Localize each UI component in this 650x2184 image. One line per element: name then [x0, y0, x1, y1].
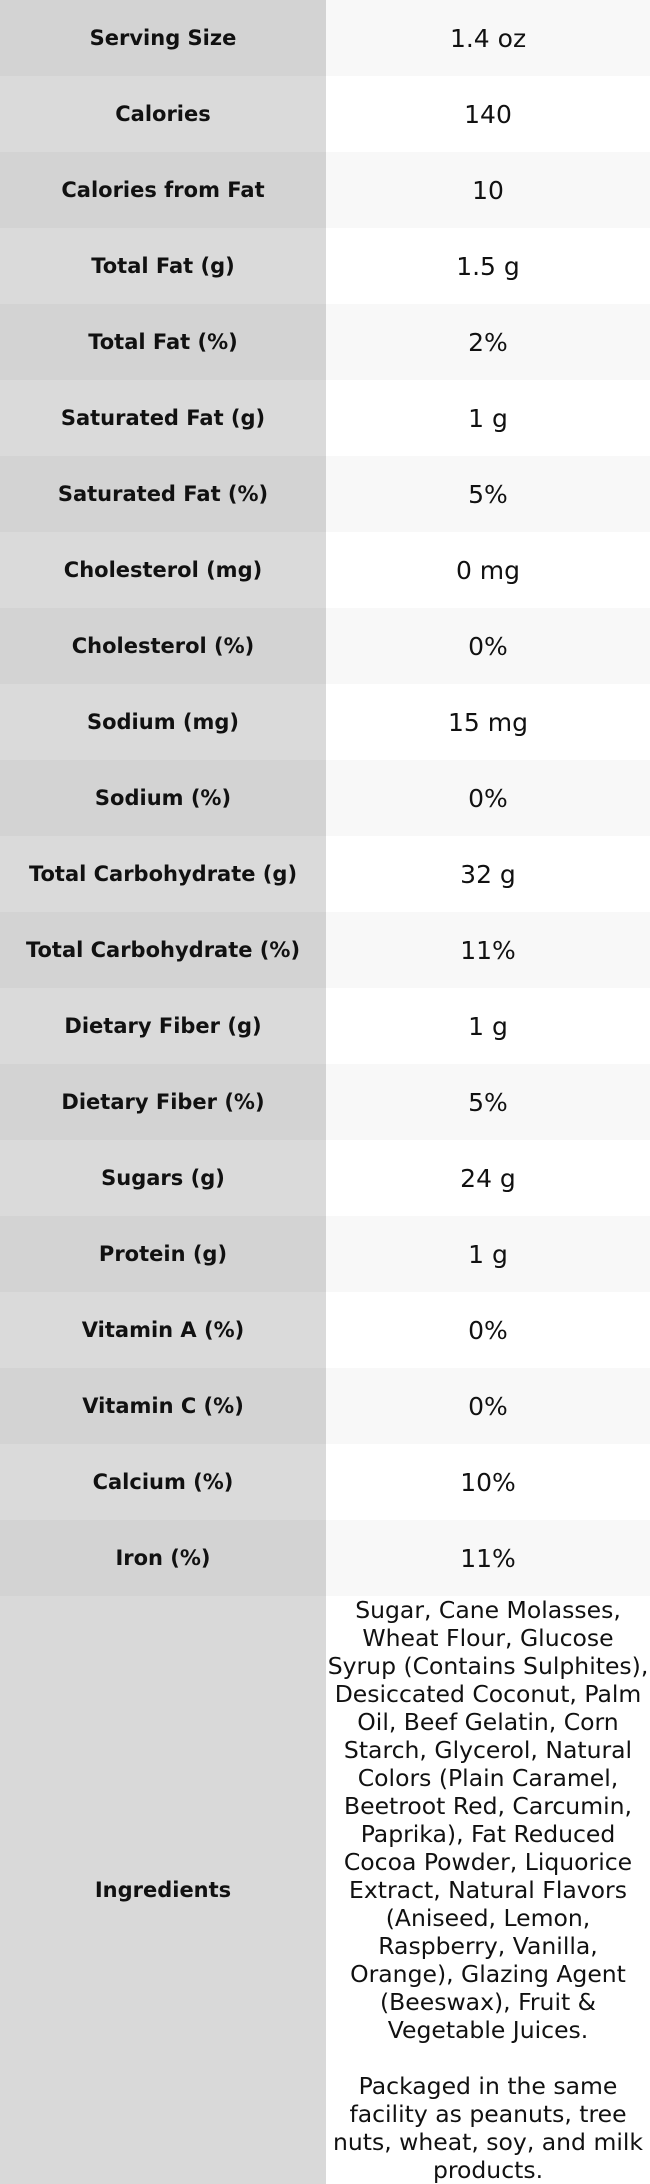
row-value: 11% — [326, 912, 650, 988]
table-row: Sugars (g) 24 g — [0, 1140, 650, 1216]
row-value: 1 g — [326, 988, 650, 1064]
table-row: Saturated Fat (%) 5% — [0, 456, 650, 532]
row-label: Sodium (mg) — [0, 684, 326, 760]
table-row: Vitamin A (%) 0% — [0, 1292, 650, 1368]
row-label: Dietary Fiber (g) — [0, 988, 326, 1064]
allergen-note: Packaged in the same facility as peanuts… — [332, 2072, 644, 2184]
row-label: Iron (%) — [0, 1520, 326, 1596]
ingredients-cell: Sugar, Cane Molasses, Wheat Flour, Gluco… — [326, 1596, 650, 2184]
row-value: 1.5 g — [326, 228, 650, 304]
table-row: Cholesterol (mg) 0 mg — [0, 532, 650, 608]
ingredients-text: Sugar, Cane Molasses, Wheat Flour, Gluco… — [327, 1596, 649, 2044]
ingredients-row: Ingredients Sugar, Cane Molasses, Wheat … — [0, 1596, 650, 2184]
row-label: Total Fat (g) — [0, 228, 326, 304]
row-label: Vitamin C (%) — [0, 1368, 326, 1444]
table-row: Protein (g) 1 g — [0, 1216, 650, 1292]
row-value: 24 g — [326, 1140, 650, 1216]
row-value: 11% — [326, 1520, 650, 1596]
row-label: Protein (g) — [0, 1216, 326, 1292]
row-label: Sugars (g) — [0, 1140, 326, 1216]
rows: Serving Size 1.4 oz Calories 140 Calories fr… — [0, 0, 650, 1596]
table-row: Calories from Fat 10 — [0, 152, 650, 228]
row-value: 5% — [326, 1064, 650, 1140]
row-label: Calories from Fat — [0, 152, 326, 228]
row-value: 15 mg — [326, 684, 650, 760]
row-label: Ingredients — [0, 1596, 326, 2184]
row-value: 140 — [326, 76, 650, 152]
row-label: Cholesterol (%) — [0, 608, 326, 684]
row-value: 0% — [326, 1292, 650, 1368]
table-row: Total Fat (%) 2% — [0, 304, 650, 380]
row-label: Total Carbohydrate (%) — [0, 912, 326, 988]
table-row: Cholesterol (%) 0% — [0, 608, 650, 684]
row-value: 0% — [326, 760, 650, 836]
table-row: Calories 140 — [0, 76, 650, 152]
row-label: Saturated Fat (g) — [0, 380, 326, 456]
table-row: Sodium (mg) 15 mg — [0, 684, 650, 760]
row-label: Cholesterol (mg) — [0, 532, 326, 608]
table-row: Total Carbohydrate (g) 32 g — [0, 836, 650, 912]
table-row: Dietary Fiber (g) 1 g — [0, 988, 650, 1064]
row-value: 1 g — [326, 380, 650, 456]
row-label: Dietary Fiber (%) — [0, 1064, 326, 1140]
row-value: 1 g — [326, 1216, 650, 1292]
row-value: 10% — [326, 1444, 650, 1520]
row-value: 0 mg — [326, 532, 650, 608]
row-label: Sodium (%) — [0, 760, 326, 836]
table-row: Calcium (%) 10% — [0, 1444, 650, 1520]
row-value: 5% — [326, 456, 650, 532]
row-value: 32 g — [326, 836, 650, 912]
row-label: Serving Size — [0, 0, 326, 76]
row-label: Vitamin A (%) — [0, 1292, 326, 1368]
row-value: 10 — [326, 152, 650, 228]
table-row: Serving Size 1.4 oz — [0, 0, 650, 76]
table-row: Total Fat (g) 1.5 g — [0, 228, 650, 304]
table-row: Iron (%) 11% — [0, 1520, 650, 1596]
row-value: 1.4 oz — [326, 0, 650, 76]
table-row: Sodium (%) 0% — [0, 760, 650, 836]
table-row: Dietary Fiber (%) 5% — [0, 1064, 650, 1140]
table-row: Total Carbohydrate (%) 11% — [0, 912, 650, 988]
table-row: Saturated Fat (g) 1 g — [0, 380, 650, 456]
row-label: Total Carbohydrate (g) — [0, 836, 326, 912]
row-value: 0% — [326, 1368, 650, 1444]
row-label: Total Fat (%) — [0, 304, 326, 380]
table-row: Vitamin C (%) 0% — [0, 1368, 650, 1444]
row-value: 2% — [326, 304, 650, 380]
row-label: Calories — [0, 76, 326, 152]
row-value: 0% — [326, 608, 650, 684]
row-label: Saturated Fat (%) — [0, 456, 326, 532]
row-label: Calcium (%) — [0, 1444, 326, 1520]
